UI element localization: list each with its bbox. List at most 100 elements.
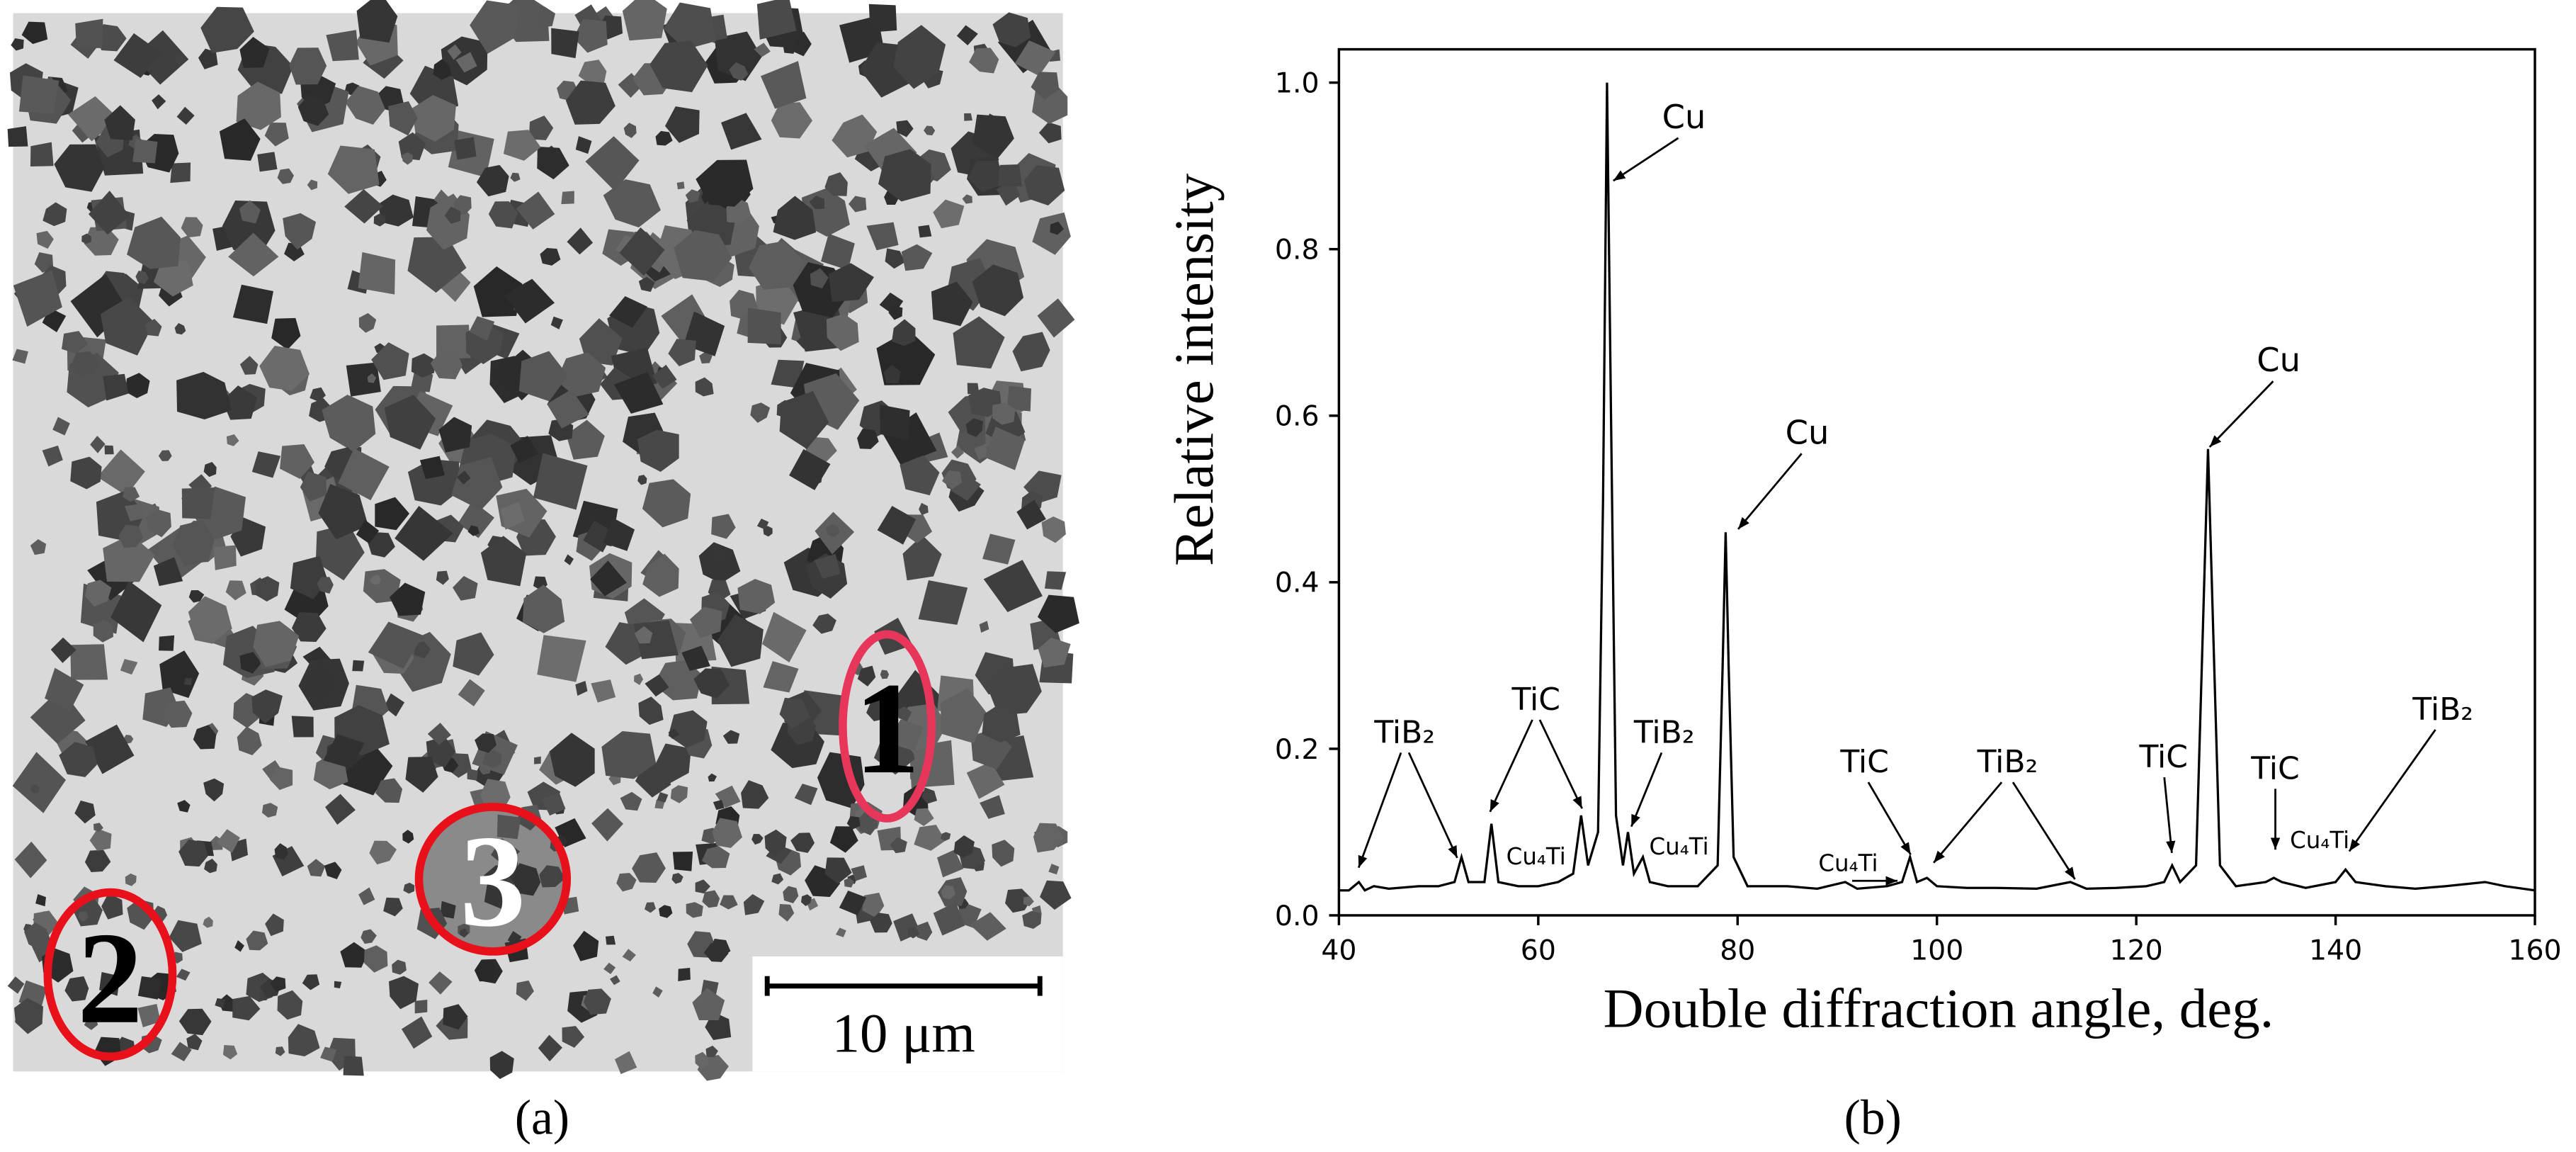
micrograph-grain (573, 930, 599, 961)
micrograph-grain (964, 113, 972, 121)
annotation-arrow (1489, 719, 1533, 813)
annotation-arrow (2208, 380, 2274, 448)
micrograph-grain (450, 456, 503, 511)
micrograph-grain (778, 903, 795, 922)
micrograph-grain (613, 372, 664, 414)
micrograph-grain (1038, 637, 1071, 668)
micrograph-grain (893, 25, 946, 89)
micrograph-grain (251, 451, 281, 478)
region-circle (839, 630, 936, 823)
peak-annotation: TiC (2250, 750, 2300, 786)
micrograph-grain (638, 696, 664, 725)
peak-annotation: Cu₄Ti (2290, 827, 2349, 854)
micrograph-grain (100, 296, 154, 356)
micrograph-grain (510, 436, 539, 464)
micrograph-grain (609, 295, 648, 328)
micrograph-grain (699, 351, 713, 364)
micrograph-grain (302, 662, 336, 701)
micrograph-grain (931, 281, 973, 327)
micrograph-grain (237, 726, 262, 756)
micrograph-grain (654, 799, 665, 809)
micrograph-grain (236, 81, 281, 130)
micrograph-grain (429, 971, 453, 995)
micrograph-grain (1032, 212, 1071, 255)
micrograph-grain (523, 585, 565, 633)
micrograph-grain (35, 894, 46, 907)
micrograph-grain (862, 892, 885, 918)
micrograph-grain (940, 832, 951, 841)
micrograph-grain (540, 248, 561, 266)
micrograph-grain (575, 680, 588, 696)
micrograph-grain (392, 959, 407, 975)
micrograph-grain (644, 902, 656, 913)
micrograph-grain (84, 580, 112, 607)
micrograph-grain (54, 144, 104, 192)
micrograph-grain (11, 38, 24, 51)
micrograph-grain (334, 981, 342, 988)
micrograph-grain (696, 159, 754, 207)
peak-annotation: Cu₄Ti (1649, 833, 1708, 860)
micrograph-grain (637, 429, 679, 472)
micrograph-grain (674, 230, 732, 282)
micrograph-grain (551, 28, 579, 59)
micrograph-grain (693, 668, 730, 699)
micrograph-grain (537, 635, 586, 682)
micrograph-grain (203, 916, 213, 928)
micrograph-grain (443, 1004, 468, 1030)
micrograph-grain (368, 532, 395, 558)
micrograph-grain (251, 689, 283, 723)
micrograph-grain (384, 395, 436, 450)
micrograph-grain (344, 188, 383, 224)
micrograph-grain (482, 749, 502, 768)
micrograph-grain (225, 580, 246, 601)
micrograph-grain (307, 179, 318, 191)
micrograph-grain (754, 43, 771, 57)
micrograph-grain (270, 767, 293, 791)
micrograph-grain (239, 356, 259, 375)
micrograph-grain (101, 893, 123, 920)
micrograph-grain (171, 1041, 192, 1061)
micrograph-grain (616, 873, 637, 892)
region-label: 3 (460, 809, 526, 954)
micrograph-grain (473, 266, 523, 317)
micrograph-grain (541, 792, 566, 816)
micrograph-grain (622, 0, 667, 41)
micrograph-grain (104, 445, 114, 455)
micrograph-grain (591, 679, 616, 703)
micrograph-grain (567, 227, 594, 255)
micrograph-grain (81, 233, 91, 244)
micrograph-grains (7, 0, 1079, 1081)
micrograph-grain (12, 349, 28, 364)
micrograph-grain (93, 823, 103, 832)
micrograph-grain (70, 456, 102, 490)
micrograph-grain (967, 383, 980, 395)
micrograph-grain (538, 1034, 562, 1062)
micrograph-grain (652, 364, 677, 389)
micrograph-grain (288, 1024, 320, 1056)
micrograph-grain (358, 312, 377, 333)
micrograph-grain (741, 780, 769, 809)
micrograph-grain (982, 703, 1021, 742)
micrograph-grain (565, 80, 615, 125)
micrograph-grain (407, 459, 460, 506)
micrograph-grain (346, 362, 381, 397)
micrograph-grain (503, 130, 541, 161)
region-circle (43, 888, 177, 1061)
micrograph-grain (378, 194, 414, 227)
micrograph-grain (234, 940, 244, 952)
micrograph-grain (188, 589, 205, 603)
micrograph-grain (176, 106, 195, 125)
micrograph-grain (475, 733, 497, 753)
y-tick-label: 0.0 (1275, 900, 1320, 932)
micrograph-grain (918, 580, 968, 625)
micrograph-grain (222, 1044, 238, 1060)
micrograph-grain (992, 12, 1031, 47)
micrograph-grain (689, 606, 722, 638)
micrograph-grain (137, 1004, 161, 1027)
micrograph-grain (203, 462, 217, 478)
y-tick-label: 0.6 (1275, 400, 1320, 433)
micrograph-grain (760, 61, 807, 109)
micrograph-grain (97, 449, 145, 496)
micrograph-grain (310, 387, 326, 402)
micrograph-grain (857, 428, 879, 449)
